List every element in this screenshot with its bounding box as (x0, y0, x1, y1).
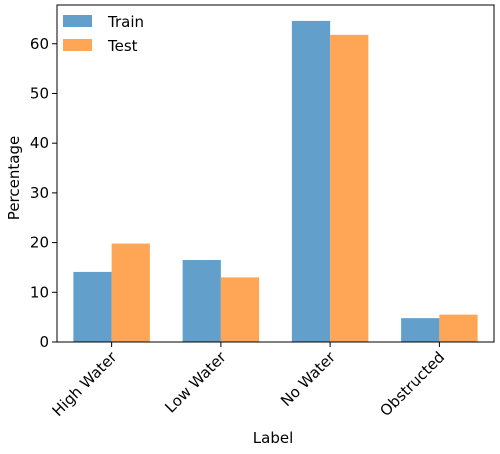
bar-train-high-water (73, 271, 112, 342)
y-tick-label: 50 (30, 84, 49, 102)
y-tick-label: 30 (30, 184, 49, 202)
legend: Train Test (63, 13, 144, 55)
bar-test-no-water (330, 34, 369, 343)
x-tick-label: Obstructed (376, 348, 448, 420)
bars-layer (73, 20, 478, 343)
legend-label-train: Train (107, 13, 144, 31)
y-tick-label: 10 (30, 283, 49, 301)
x-tick-label: Low Water (161, 348, 230, 417)
bar-test-obstructed (439, 314, 478, 342)
x-tick-label: No Water (277, 348, 339, 410)
y-tick-label: 20 (30, 234, 49, 252)
bar-test-high-water (111, 243, 150, 342)
legend-swatch-test (63, 39, 92, 51)
bar-test-low-water (220, 277, 260, 342)
y-axis-label: Percentage (5, 136, 23, 220)
bar-train-no-water (291, 20, 331, 342)
x-axis-label: Label (253, 429, 293, 447)
plot-frame (56, 4, 495, 343)
x-axis: High Water Low Water No Water Obstructed (49, 342, 448, 420)
y-axis: 0 10 20 30 40 50 60 (30, 35, 57, 351)
y-tick-label: 60 (30, 35, 49, 53)
legend-swatch-train (63, 15, 92, 27)
x-tick-label: High Water (49, 348, 121, 420)
legend-label-test: Test (107, 37, 138, 55)
bar-train-low-water (182, 259, 221, 342)
y-tick-label: 0 (39, 333, 49, 351)
bar-train-obstructed (401, 318, 440, 342)
y-tick-label: 40 (30, 134, 49, 152)
